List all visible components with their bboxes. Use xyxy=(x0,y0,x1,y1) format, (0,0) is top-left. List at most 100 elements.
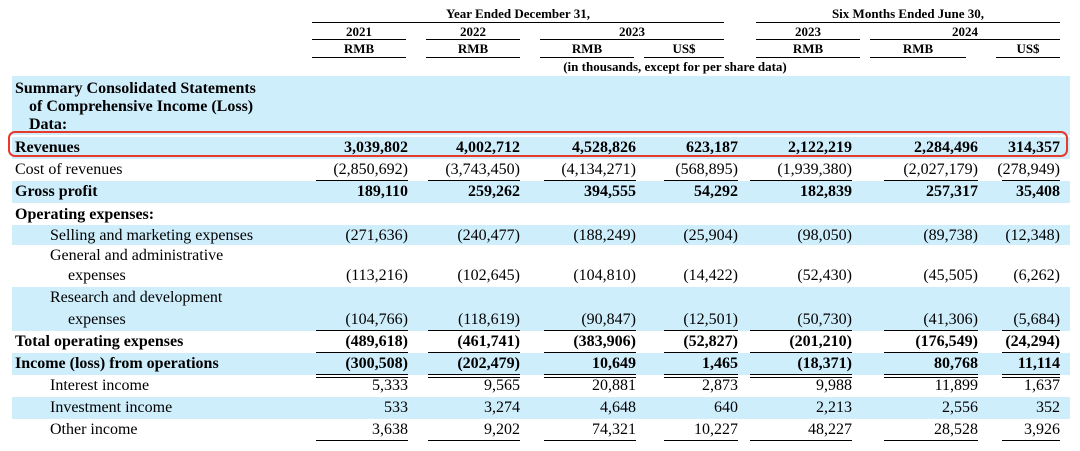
double-underline xyxy=(664,374,738,378)
row-label: Gross profit xyxy=(15,183,98,200)
row-value: 28,528 xyxy=(934,421,978,438)
single-underline xyxy=(428,330,520,331)
double-underline xyxy=(428,374,520,378)
single-underline xyxy=(750,440,852,441)
double-underline xyxy=(1002,374,1060,378)
row-value: 9,988 xyxy=(816,377,852,394)
header-currency-2023-rmb: RMB xyxy=(571,41,603,56)
row-value: (14,422) xyxy=(683,267,738,284)
single-underline xyxy=(750,352,852,353)
row-value: (18,371) xyxy=(797,355,852,372)
single-underline xyxy=(664,330,738,331)
header-year-2022: 2022 xyxy=(460,24,486,39)
double-underline xyxy=(884,374,978,378)
section-title-line-3: Data: xyxy=(29,116,68,133)
row-value: (41,306) xyxy=(923,311,978,328)
row-value: 35,408 xyxy=(1016,183,1060,200)
row-label: Other income xyxy=(50,421,138,438)
header-year-2021: 2021 xyxy=(346,24,372,39)
row-value: (2,027,179) xyxy=(903,161,978,178)
single-underline xyxy=(316,180,408,181)
single-underline xyxy=(664,180,738,181)
row-label: Income (loss) from operations xyxy=(15,355,219,372)
row-value: (300,508) xyxy=(345,355,408,372)
row-value: (104,810) xyxy=(573,267,636,284)
row-value: 623,187 xyxy=(686,139,738,156)
row-value: 259,262 xyxy=(468,183,520,200)
row-value: (25,904) xyxy=(683,227,738,244)
single-underline xyxy=(1002,330,1060,331)
header-currency-2021: RMB xyxy=(343,41,375,56)
row-value: 2,213 xyxy=(816,399,852,416)
row-value: 257,317 xyxy=(926,183,978,200)
single-underline xyxy=(884,180,978,181)
row-value: (12,501) xyxy=(683,311,738,328)
single-underline xyxy=(428,352,520,353)
header-currency-rule-2024-rmb xyxy=(870,57,966,58)
row-value: 2,284,496 xyxy=(914,139,978,156)
header-currency-rule-2023-usd xyxy=(644,57,724,58)
header-currency-2022: RMB xyxy=(457,41,489,56)
row-value: 2,556 xyxy=(942,399,978,416)
double-underline xyxy=(316,374,408,378)
row-value: (461,741) xyxy=(457,333,520,350)
row-value: (4,134,271) xyxy=(561,161,636,178)
row-value: 3,039,802 xyxy=(344,139,408,156)
row-value: 1,465 xyxy=(702,355,738,372)
row-value: 5,333 xyxy=(372,377,408,394)
row-value: 640 xyxy=(714,399,738,416)
row-value: 80,768 xyxy=(934,355,978,372)
single-underline xyxy=(428,440,520,441)
header-currency-rule-2021 xyxy=(312,57,406,58)
row-value: (202,479) xyxy=(457,355,520,372)
row-value: 189,110 xyxy=(356,183,408,200)
row-value: (568,895) xyxy=(675,161,738,178)
row-value: 3,274 xyxy=(484,399,520,416)
section-title-line-1: Summary Consolidated Statements xyxy=(15,80,256,97)
revenues-highlight-box xyxy=(8,131,1068,157)
single-underline xyxy=(544,180,636,181)
row-value: (98,050) xyxy=(797,227,852,244)
header-group-year-ended: Year Ended December 31, xyxy=(446,6,590,21)
row-value: (278,949) xyxy=(997,161,1060,178)
row-value: 4,528,826 xyxy=(572,139,636,156)
row-value: 11,899 xyxy=(934,377,978,394)
row-value: 2,873 xyxy=(702,377,738,394)
row-value: 54,292 xyxy=(694,183,738,200)
header-currency-2024-rmb: RMB xyxy=(902,41,934,56)
row-value: (3,743,450) xyxy=(445,161,520,178)
row-band xyxy=(12,181,1070,203)
row-value: 48,227 xyxy=(808,421,852,438)
row-value: 10,227 xyxy=(694,421,738,438)
header-currency-2023b: RMB xyxy=(792,41,824,56)
single-underline xyxy=(428,180,520,181)
row-label: Research and development xyxy=(50,289,223,306)
row-value: (240,477) xyxy=(457,227,520,244)
single-underline xyxy=(884,440,978,441)
row-label: Operating expenses: xyxy=(15,206,155,223)
header-year-2024: 2024 xyxy=(952,24,978,39)
single-underline xyxy=(544,330,636,331)
single-underline xyxy=(1002,352,1060,353)
row-value: 314,357 xyxy=(1008,139,1060,156)
row-value: (271,636) xyxy=(345,227,408,244)
row-value: (50,730) xyxy=(797,311,852,328)
row-value: (104,766) xyxy=(345,311,408,328)
row-label: Investment income xyxy=(50,399,173,416)
single-underline xyxy=(1002,440,1060,441)
single-underline xyxy=(750,180,852,181)
row-value: 4,648 xyxy=(600,399,636,416)
single-underline xyxy=(544,440,636,441)
row-band xyxy=(12,287,1070,331)
single-underline xyxy=(316,440,408,441)
single-underline xyxy=(316,330,408,331)
row-value: 4,002,712 xyxy=(456,139,520,156)
row-band xyxy=(12,353,1070,375)
row-value: (489,618) xyxy=(345,333,408,350)
row-value: 20,881 xyxy=(592,377,636,394)
row-value: (188,249) xyxy=(573,227,636,244)
section-title-band: Summary Consolidated Statements of Compr… xyxy=(12,76,1070,135)
row-value: (118,619) xyxy=(457,311,520,328)
row-value: 9,202 xyxy=(484,421,520,438)
single-underline xyxy=(1002,180,1060,181)
